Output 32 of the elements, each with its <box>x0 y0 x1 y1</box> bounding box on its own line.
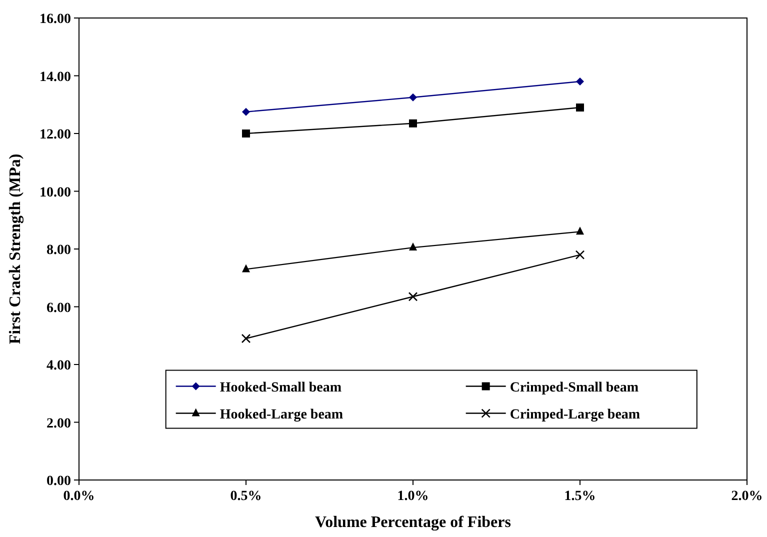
legend-label: Hooked-Small beam <box>220 380 342 396</box>
y-tick-label: 6.00 <box>46 300 71 316</box>
point <box>576 104 584 112</box>
y-tick-label: 8.00 <box>46 243 71 258</box>
x-tick-label: 1.5% <box>564 489 596 504</box>
x-tick-label: 2.0% <box>731 489 763 504</box>
legend-label: Crimped-Large beam <box>510 407 640 422</box>
point <box>408 292 418 302</box>
point <box>575 250 585 260</box>
y-tick-label: 10.00 <box>40 185 71 200</box>
y-tick-label: 16.00 <box>40 12 71 27</box>
legend-label: Hooked-Large beam <box>220 407 344 422</box>
point <box>409 119 417 128</box>
y-tick-label: 0.00 <box>46 474 71 489</box>
y-axis-title: First Crack Strength (MPa) <box>7 154 24 344</box>
point <box>576 226 584 235</box>
point <box>241 334 251 344</box>
y-tick-label: 4.00 <box>46 358 71 374</box>
y-tick-label: 14.00 <box>40 70 71 85</box>
x-tick-label: 0.5% <box>230 489 262 504</box>
y-tick-label: 12.00 <box>40 128 71 142</box>
point <box>242 130 250 138</box>
x-tick-label: 1.0% <box>397 489 429 504</box>
point <box>409 242 417 251</box>
point <box>409 93 417 102</box>
x-axis-title: Volume Percentage of Fibers <box>315 514 511 531</box>
point <box>242 108 250 116</box>
point <box>576 78 584 86</box>
x-tick-label: 0.0% <box>63 489 95 504</box>
y-tick-label: 2.00 <box>46 416 71 432</box>
legend-label: Crimped-Small beam <box>510 380 639 396</box>
point <box>242 264 250 272</box>
